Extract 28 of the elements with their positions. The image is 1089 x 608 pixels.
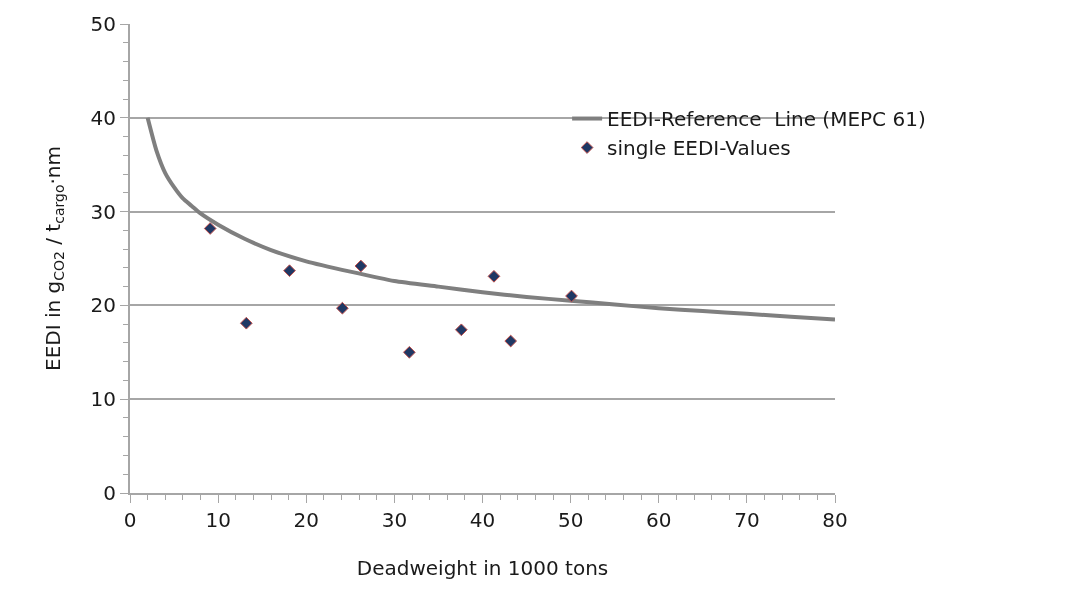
legend-label: EEDI-Reference Line (MEPC 61) bbox=[607, 107, 926, 132]
y-tick-label: 40 bbox=[90, 105, 116, 130]
y-tick-label: 0 bbox=[103, 481, 116, 505]
x-tick-label: 80 bbox=[822, 508, 848, 532]
point bbox=[487, 269, 501, 283]
x-tick-label: 20 bbox=[293, 508, 319, 532]
y-tick-label: 30 bbox=[90, 199, 116, 224]
x-tick-label: 70 bbox=[734, 508, 760, 532]
y-tick-label: 50 bbox=[90, 12, 116, 36]
y-tick-label: 20 bbox=[90, 293, 116, 318]
point bbox=[336, 301, 349, 315]
point bbox=[239, 316, 253, 330]
legend-label: single EEDI-Values bbox=[607, 136, 791, 161]
x-axis-title: Deadweight in 1000 tons bbox=[356, 556, 609, 580]
point bbox=[455, 323, 468, 337]
x-tick-label: 50 bbox=[557, 508, 584, 532]
point bbox=[565, 289, 578, 303]
point bbox=[354, 259, 368, 273]
point bbox=[283, 264, 296, 278]
point bbox=[203, 222, 217, 235]
x-tick-label: 60 bbox=[646, 508, 672, 532]
y-tick-label: 10 bbox=[90, 387, 116, 412]
x-tick-label: 10 bbox=[205, 508, 231, 532]
x-tick-label: 40 bbox=[469, 508, 496, 532]
point bbox=[403, 345, 416, 359]
x-tick-label: 30 bbox=[381, 508, 408, 532]
point bbox=[504, 334, 518, 348]
x-tick-label: 0 bbox=[123, 508, 137, 532]
